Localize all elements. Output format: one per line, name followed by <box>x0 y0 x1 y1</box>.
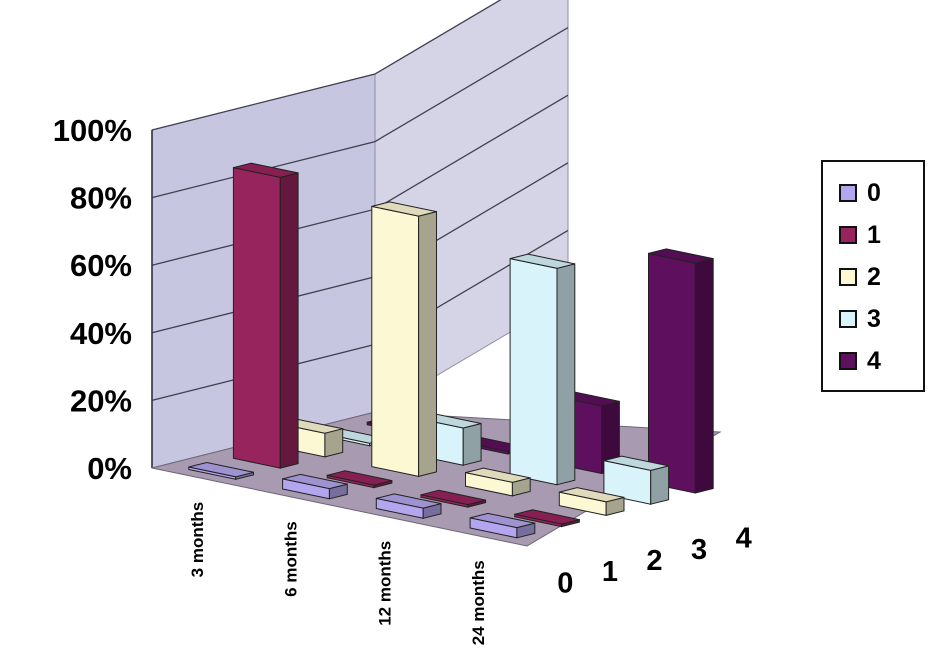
bar <box>469 512 536 539</box>
bar <box>603 455 670 505</box>
legend-item: 2 <box>823 258 923 296</box>
bar-top <box>371 201 437 217</box>
legend-label: 1 <box>867 220 881 249</box>
chart-bars <box>188 162 714 539</box>
bar-top <box>282 473 348 490</box>
depth-tick-label: 0 <box>557 567 573 599</box>
legend-label: 3 <box>867 304 881 333</box>
y-tick-label: 60% <box>70 248 132 283</box>
bar <box>420 489 487 508</box>
legend-swatch <box>839 352 857 370</box>
depth-tick-label: 4 <box>736 523 752 555</box>
bar <box>509 253 576 486</box>
bar-top <box>559 487 625 503</box>
y-tick-label: 0% <box>87 451 132 486</box>
x-axis-tick-labels: 3 months 6 months 12 months 24 months <box>188 502 488 646</box>
y-tick-label: 20% <box>70 383 132 418</box>
bar-top <box>648 248 714 264</box>
bar-front <box>371 205 420 478</box>
bar-side <box>694 257 714 494</box>
chart-walls <box>151 0 569 469</box>
bar-top <box>603 455 669 471</box>
bar-top <box>376 493 442 509</box>
gridline <box>151 0 502 131</box>
bar <box>465 467 531 497</box>
bar-top <box>233 162 299 178</box>
bar-front <box>509 257 558 486</box>
bar <box>371 201 437 478</box>
legend-swatch <box>839 184 857 202</box>
legend-item: 3 <box>823 300 923 338</box>
bar-front <box>232 166 281 469</box>
legend-swatch <box>839 310 857 328</box>
bar <box>282 473 348 500</box>
bar-top <box>327 470 393 486</box>
legend-label: 0 <box>867 178 881 207</box>
bar <box>326 470 393 489</box>
bar <box>648 248 714 494</box>
depth-tick-label: 2 <box>646 545 662 577</box>
bar-top <box>465 467 531 483</box>
legend-label: 4 <box>867 346 881 375</box>
bar <box>514 509 580 528</box>
legend-item: 1 <box>823 216 923 254</box>
gridline <box>151 27 569 199</box>
x-tick-label: 24 months <box>469 560 488 645</box>
bar-side <box>418 210 437 478</box>
legend-swatch <box>839 268 857 286</box>
bar-side <box>650 465 670 505</box>
bar <box>232 162 299 469</box>
x-tick-label: 3 months <box>188 502 207 578</box>
y-tick-label: 100% <box>53 113 132 148</box>
x-tick-label: 6 months <box>282 521 301 597</box>
bar-top <box>509 253 575 269</box>
bar-front <box>648 252 696 494</box>
y-axis-tick-labels: 0% 20% 40% 60% 80% 100% <box>53 113 132 486</box>
bar-side <box>279 172 299 469</box>
bar-top <box>420 489 486 506</box>
legend-swatch <box>839 226 857 244</box>
y-tick-label: 80% <box>70 181 132 216</box>
legend-item: 0 <box>823 174 923 212</box>
bar-top <box>188 461 254 478</box>
legend-label: 2 <box>867 262 881 291</box>
y-tick-label: 40% <box>70 316 132 351</box>
legend-item: 4 <box>823 342 923 380</box>
bar <box>558 487 625 517</box>
bar-top <box>469 512 535 529</box>
depth-tick-label: 3 <box>691 534 707 566</box>
chart-legend: 0 1 2 3 4 <box>821 160 925 392</box>
bar-top <box>514 509 580 525</box>
bar-side <box>462 422 482 466</box>
bar <box>188 461 254 480</box>
bar-side <box>556 263 576 486</box>
x-tick-label: 12 months <box>375 541 394 626</box>
bar <box>375 493 442 519</box>
depth-tick-label: 1 <box>602 556 618 588</box>
